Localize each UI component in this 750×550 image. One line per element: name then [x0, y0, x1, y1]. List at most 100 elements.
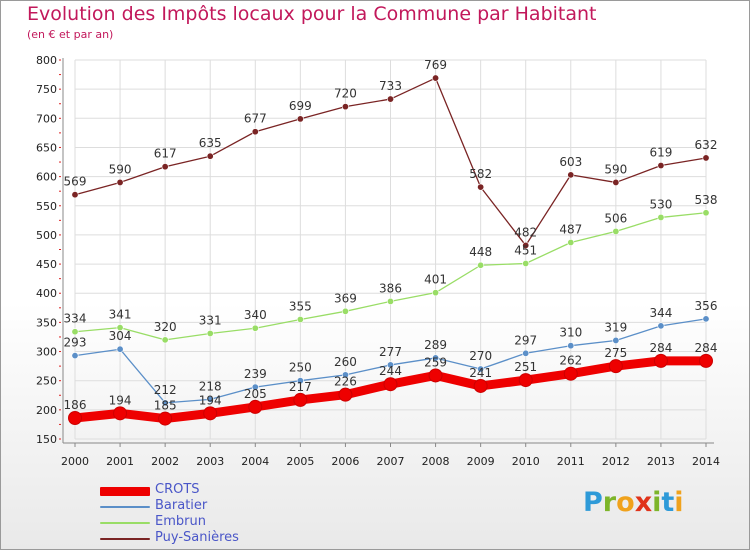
data-label: 487: [559, 223, 582, 237]
data-label: 341: [109, 308, 132, 322]
x-tick-label: 2012: [602, 455, 630, 468]
data-point: [386, 361, 394, 369]
data-label: 619: [649, 146, 672, 160]
data-label: 284: [695, 341, 718, 355]
data-label: 262: [559, 354, 582, 368]
x-tick-label: 2010: [512, 455, 540, 468]
data-point: [203, 406, 218, 421]
y-tick-label: 350: [36, 316, 57, 329]
data-label: 482: [514, 225, 537, 239]
x-tick-label: 2011: [557, 455, 585, 468]
data-point: [657, 213, 665, 221]
data-point: [567, 239, 575, 247]
data-point: [383, 377, 398, 392]
data-label: 448: [469, 245, 492, 259]
data-label: 251: [514, 360, 537, 374]
data-point: [116, 178, 124, 186]
data-point: [563, 366, 578, 381]
x-tick-label: 2014: [692, 455, 720, 468]
data-point: [608, 359, 623, 374]
data-label: 259: [424, 355, 447, 369]
x-tick-label: 2000: [61, 455, 89, 468]
data-point: [612, 178, 620, 186]
data-label: 186: [64, 398, 87, 412]
data-label: 340: [244, 308, 267, 322]
y-tick-label: 400: [36, 287, 57, 300]
data-label: 590: [109, 162, 132, 176]
data-point: [293, 392, 308, 407]
data-label: 356: [695, 299, 718, 313]
chart-title: Evolution des Impôts locaux pour la Comm…: [27, 3, 597, 25]
data-point: [657, 162, 665, 170]
data-point: [296, 315, 304, 323]
legend-swatch-crots: [100, 487, 150, 496]
data-label: 293: [64, 336, 87, 350]
data-label: 401: [424, 273, 447, 287]
data-label: 239: [244, 367, 267, 381]
data-label: 635: [199, 136, 222, 150]
legend-swatch-puy-sanieres: [100, 538, 150, 540]
data-point: [71, 191, 79, 199]
data-point: [116, 324, 124, 332]
data-label: 194: [199, 393, 222, 407]
data-label: 194: [109, 393, 132, 407]
data-point: [473, 378, 488, 393]
data-point: [161, 336, 169, 344]
data-point: [522, 241, 530, 249]
legend-label-crots: CROTS: [155, 482, 200, 497]
x-tick-label: 2004: [241, 455, 269, 468]
legend-swatch-embrun: [100, 522, 150, 524]
data-label: 275: [604, 346, 627, 360]
y-tick-label: 750: [36, 83, 57, 96]
data-label: 590: [604, 162, 627, 176]
data-point: [68, 411, 82, 426]
data-point: [341, 103, 349, 111]
logo-letter: i: [652, 487, 662, 518]
data-label: 205: [244, 387, 267, 401]
data-label: 733: [379, 79, 402, 93]
data-point: [653, 353, 668, 368]
data-point: [251, 383, 259, 391]
data-point: [206, 395, 214, 403]
y-tick-label: 650: [36, 141, 57, 154]
data-label: 331: [199, 313, 222, 327]
data-label: 355: [289, 299, 312, 313]
data-label: 284: [649, 341, 672, 355]
data-label: 277: [379, 345, 402, 359]
data-point: [296, 377, 304, 385]
data-point: [161, 399, 169, 407]
data-point: [251, 128, 259, 136]
data-point: [518, 373, 533, 388]
data-point: [116, 345, 124, 353]
data-point: [71, 352, 79, 360]
data-point: [567, 342, 575, 350]
y-tick-label: 300: [36, 346, 57, 359]
logo-letter: o: [616, 487, 635, 518]
legend-label-puy-sanieres: Puy-Sanières: [155, 530, 239, 545]
data-point: [428, 368, 443, 383]
data-label: 212: [154, 383, 177, 397]
data-point: [206, 329, 214, 337]
data-label: 569: [64, 175, 87, 189]
data-point: [296, 115, 304, 123]
data-label: 260: [334, 355, 357, 369]
logo-letter: P: [583, 487, 603, 518]
y-tick-label: 150: [36, 433, 57, 446]
data-label: 720: [334, 87, 357, 101]
data-point: [612, 336, 620, 344]
logo-letter: x: [634, 487, 653, 518]
y-tick-label: 600: [36, 171, 57, 184]
data-point: [432, 354, 440, 362]
data-label: 241: [469, 366, 492, 380]
data-point: [71, 328, 79, 336]
chart-subtitle: (en € et par an): [27, 28, 114, 41]
data-point: [477, 365, 485, 373]
data-point: [567, 171, 575, 179]
data-point: [432, 289, 440, 297]
proxiti-logo: Proxiti: [583, 487, 684, 518]
data-label: 304: [109, 329, 132, 343]
data-point: [338, 387, 353, 402]
x-tick-label: 2002: [151, 455, 179, 468]
data-label: 270: [469, 349, 492, 363]
data-label: 344: [649, 306, 672, 320]
